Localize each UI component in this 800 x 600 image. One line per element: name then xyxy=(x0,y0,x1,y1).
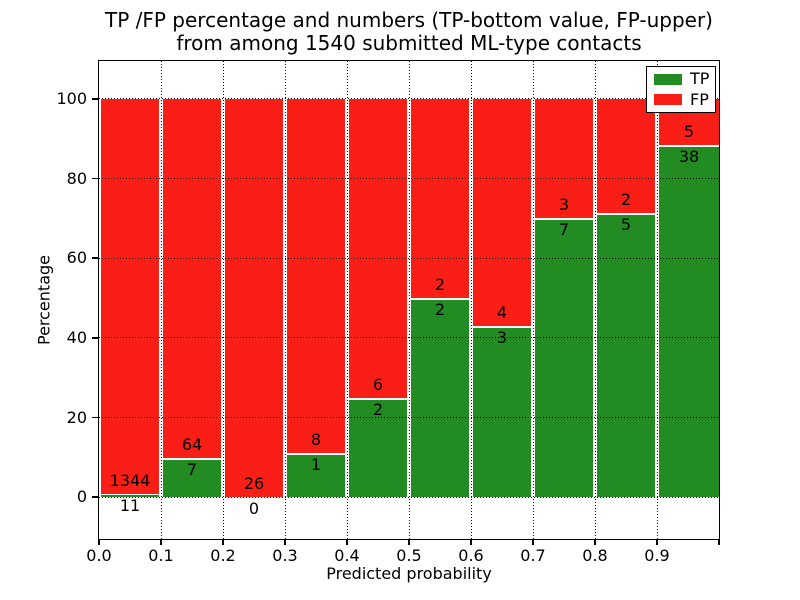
gridline-horizontal xyxy=(99,337,719,339)
gridline-horizontal xyxy=(99,178,719,179)
legend: TP FP xyxy=(646,66,716,113)
bar-segment-tp xyxy=(101,493,159,498)
bar-segment-fp xyxy=(349,98,407,398)
y-tick-mark xyxy=(92,496,99,498)
x-tick-label: 0.8 xyxy=(582,546,608,565)
y-tick-label: 20 xyxy=(66,407,87,427)
bar-segment-fp xyxy=(473,98,531,327)
bar-label-fp: 26 xyxy=(243,474,265,494)
y-tick-label: 100 xyxy=(56,88,87,108)
gridline-vertical xyxy=(160,61,162,539)
bar-label-tp: 7 xyxy=(558,220,570,240)
chart-title-line-2: from among 1540 submitted ML-type contac… xyxy=(176,31,642,55)
x-tick-label: 0.3 xyxy=(272,546,298,565)
chart-title: TP /FP percentage and numbers (TP-bottom… xyxy=(99,9,719,55)
x-tick-mark xyxy=(222,539,224,545)
x-tick-label: 0.1 xyxy=(148,546,174,565)
y-tick-label: 0 xyxy=(76,487,87,507)
gridline-horizontal xyxy=(99,257,719,259)
x-tick-label: 0.5 xyxy=(396,546,422,565)
x-tick-mark xyxy=(346,539,348,545)
bar-segment-tp xyxy=(659,145,719,498)
legend-item-tp: TP xyxy=(654,71,715,87)
legend-swatch-fp xyxy=(654,94,682,106)
x-tick-mark xyxy=(656,539,658,545)
bar-segment-tp xyxy=(597,212,655,498)
bar-label-fp: 2 xyxy=(434,275,446,294)
chart-title-line-1: TP /FP percentage and numbers (TP-bottom… xyxy=(105,8,713,32)
bar-label-tp: 2 xyxy=(372,399,384,419)
x-tick-mark xyxy=(718,539,720,545)
x-tick-mark xyxy=(408,539,410,545)
x-tick-label: 0.9 xyxy=(644,546,670,565)
bar-segment-tp xyxy=(473,326,531,498)
gridline-vertical xyxy=(408,61,410,539)
bar-segment-fp xyxy=(163,98,221,458)
x-tick-mark xyxy=(532,539,534,545)
bar-label-tp: 7 xyxy=(186,459,198,479)
bar-label-fp: 1344 xyxy=(109,470,151,490)
bar-label-tp: 2 xyxy=(434,300,446,319)
bar-segment-tp xyxy=(287,452,345,498)
legend-item-fp: FP xyxy=(654,89,715,109)
x-tick-mark xyxy=(98,539,100,545)
bar-label-tp: 1 xyxy=(310,454,322,474)
y-tick-label: 40 xyxy=(66,327,87,347)
bar-segment-tp xyxy=(163,457,221,498)
x-tick-mark xyxy=(470,539,472,545)
legend-swatch-tp xyxy=(654,73,682,85)
bar-label-tp: 11 xyxy=(119,495,141,515)
bar-label-fp: 3 xyxy=(558,195,570,215)
x-tick-label: 0.7 xyxy=(520,546,546,565)
bar-segment-tp xyxy=(349,397,407,498)
y-tick-mark xyxy=(92,416,99,419)
bar-label-tp: 5 xyxy=(620,214,632,234)
legend-label-tp: TP xyxy=(690,69,710,89)
legend-label-fp: FP xyxy=(690,89,709,109)
gridline-vertical xyxy=(594,61,596,539)
gridline-vertical xyxy=(346,61,348,539)
bar-label-fp: 5 xyxy=(683,122,695,142)
bar-label-fp: 4 xyxy=(496,303,508,323)
x-tick-label: 0.0 xyxy=(86,546,112,565)
gridline-horizontal xyxy=(99,417,719,418)
gridline-horizontal xyxy=(99,98,719,100)
y-tick-mark xyxy=(92,98,99,100)
x-tick-label: 0.2 xyxy=(210,546,236,565)
bar-segment-fp xyxy=(101,98,159,494)
gridline-vertical xyxy=(656,61,658,539)
bar-label-fp: 2 xyxy=(620,189,632,209)
bar-segment-fp xyxy=(597,98,655,213)
bar-segment-fp xyxy=(287,98,345,453)
x-tick-label: 0.6 xyxy=(458,546,484,565)
bar-segment-tp xyxy=(411,298,469,498)
bar-label-fp: 64 xyxy=(181,434,203,454)
x-tick-mark xyxy=(594,539,596,545)
gridline-vertical xyxy=(532,61,534,539)
bar-label-fp: 8 xyxy=(310,429,322,449)
bar-segment-fp xyxy=(535,98,593,219)
bar-label-fp: 6 xyxy=(372,374,384,394)
y-tick-label: 60 xyxy=(66,248,87,268)
x-tick-mark xyxy=(160,539,162,545)
gridline-vertical xyxy=(470,61,472,539)
plot-area: 1344 11 64 7 26 0 8 1 6 2 2 2 4 3 3 7 2 5 5 38 0.0 0.1 0.2 0.3 0… xyxy=(56,60,720,565)
bar-segment-tp xyxy=(535,218,593,498)
y-tick-mark xyxy=(92,337,99,339)
bar-label-tp: 3 xyxy=(496,328,508,348)
x-tick-label: 0.4 xyxy=(334,546,360,565)
y-tick-mark xyxy=(92,257,99,259)
bar-label-tp: 38 xyxy=(678,147,700,167)
gridline-vertical xyxy=(222,61,224,539)
bar-segment-fp xyxy=(411,98,469,298)
y-tick-mark xyxy=(92,177,99,180)
x-tick-mark xyxy=(284,539,286,545)
bar-segment-fp xyxy=(225,98,283,498)
gridline-horizontal xyxy=(99,496,719,498)
x-axis-label: Predicted probability xyxy=(326,564,492,583)
y-tick-label: 80 xyxy=(66,168,87,188)
bar-label-tp: 0 xyxy=(248,499,260,519)
gridline-vertical xyxy=(284,61,286,539)
